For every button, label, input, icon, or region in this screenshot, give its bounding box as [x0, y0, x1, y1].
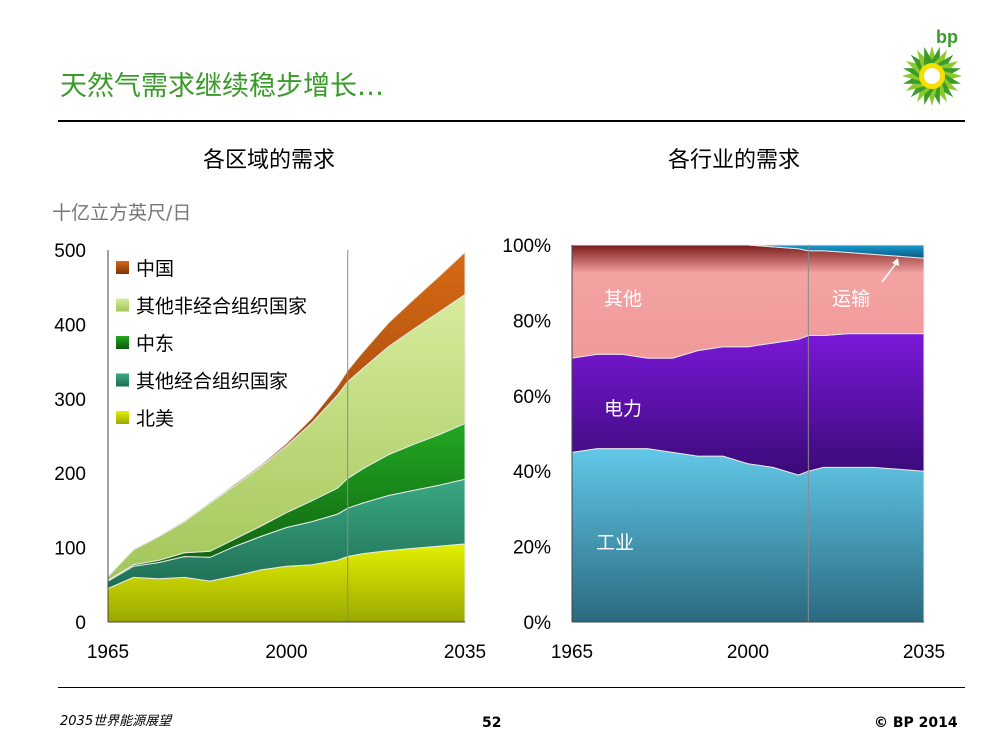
logo-petal	[924, 47, 934, 66]
logo-petal	[917, 83, 931, 102]
legend-label: 中国	[136, 258, 174, 280]
bp-logo-text: bp	[936, 27, 958, 47]
transport-arrow	[881, 260, 899, 283]
title-divider	[58, 120, 965, 122]
footer-divider	[58, 687, 965, 688]
power-label: 电力	[604, 398, 642, 420]
transport-area	[572, 244, 925, 259]
x-tick-label: 2000	[265, 642, 307, 663]
x-tick-label: 2035	[444, 642, 486, 663]
industry-label: 工业	[596, 532, 634, 554]
logo-petal	[933, 50, 947, 69]
y-tick-label: 60%	[513, 387, 551, 408]
other-sector-label: 其他	[604, 288, 642, 310]
legend-swatch	[116, 261, 129, 274]
legend-swatch	[116, 411, 129, 424]
x-tick-label: 1965	[87, 642, 129, 663]
x-tick-label: 1965	[551, 642, 593, 663]
y-tick-label: 80%	[513, 311, 551, 332]
logo-petal	[939, 77, 958, 91]
footer-publication: 2035世界能源展望	[60, 714, 172, 729]
transport-label: 运输	[832, 288, 870, 310]
logo-petal	[906, 61, 925, 75]
legend-label: 中东	[136, 333, 174, 355]
legend-label: 其他经合组织国家	[136, 371, 288, 393]
regional-chart-title: 各区域的需求	[203, 148, 336, 173]
copyright: © BP 2014	[874, 715, 958, 731]
transport-arrow-head	[892, 258, 899, 266]
y-tick-label: 400	[54, 315, 86, 336]
legend-swatch	[116, 298, 129, 312]
y-tick-label: 500	[54, 241, 86, 262]
legend-label: 北美	[136, 408, 174, 430]
slide-title: 天然气需求继续稳步增长…	[60, 71, 384, 102]
legend-label: 其他非经合组织国家	[136, 296, 307, 318]
legend-swatch	[116, 373, 129, 387]
bp-logo: bp	[902, 27, 962, 106]
y-tick-label: 20%	[513, 538, 551, 559]
y-tick-label: 0%	[524, 613, 552, 634]
y-tick-label: 300	[54, 390, 86, 411]
sector-chart-title: 各行业的需求	[668, 148, 801, 173]
y-tick-label: 200	[54, 464, 86, 485]
y-tick-label: 100	[54, 539, 86, 560]
china-area	[107, 251, 466, 577]
y-tick-label: 40%	[513, 462, 551, 483]
page-number: 52	[482, 715, 502, 731]
x-tick-label: 2035	[903, 642, 945, 663]
y-tick-label: 100%	[502, 236, 551, 257]
x-tick-label: 2000	[727, 642, 769, 663]
legend-swatch	[116, 336, 129, 349]
y-tick-label: 0	[75, 613, 86, 634]
y-axis-unit-label: 十亿立方英尺/日	[52, 202, 192, 224]
